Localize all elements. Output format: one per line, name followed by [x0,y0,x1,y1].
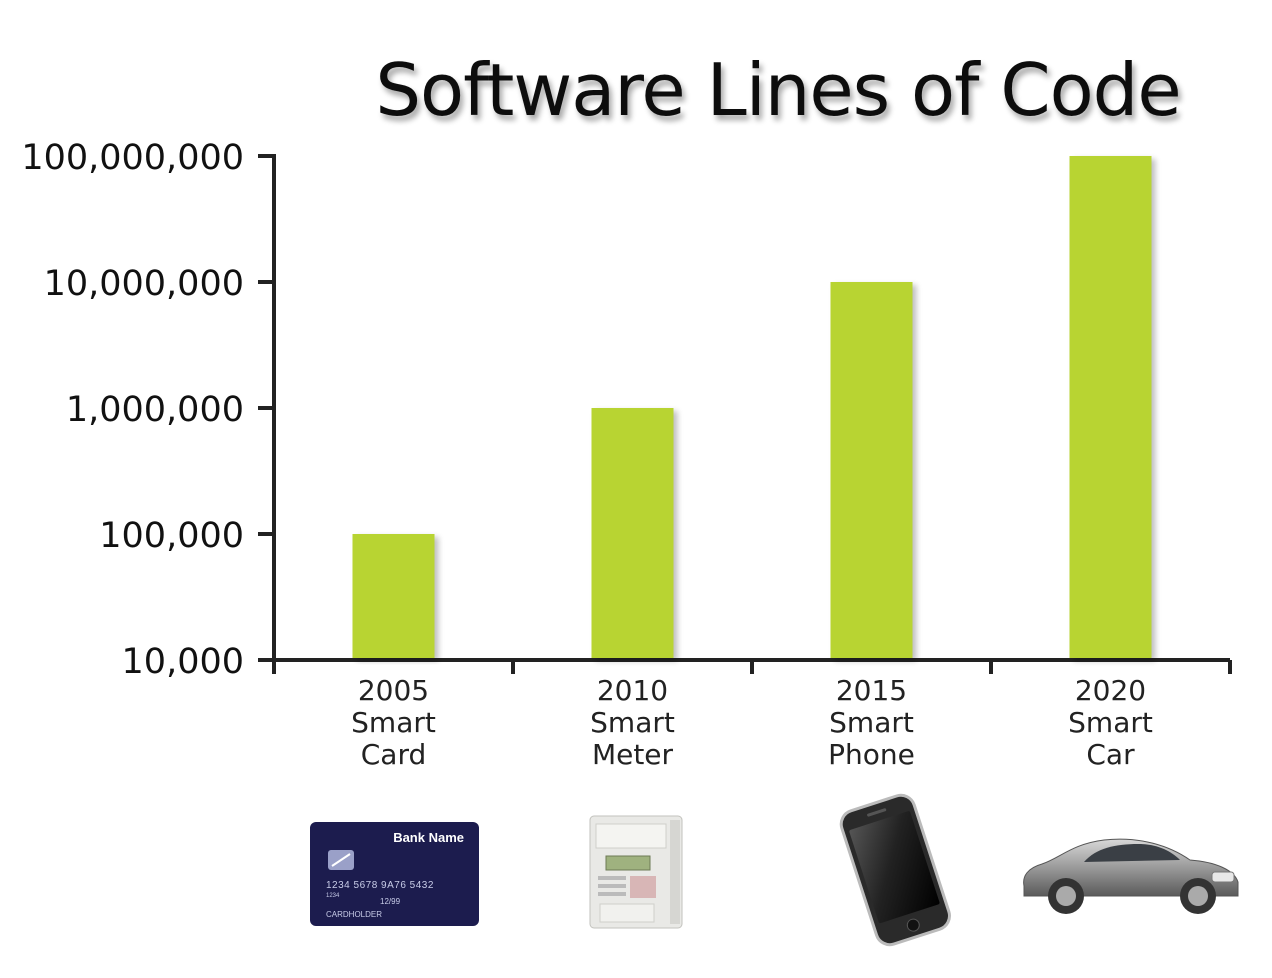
card-number: 1234 5678 9A76 5432 [326,880,434,891]
category-year: 2020 [1075,674,1146,707]
category-year: 2005 [358,674,429,707]
bars [352,156,1152,658]
category-year: 2010 [597,674,668,707]
y-tick-label: 10,000,000 [44,264,244,304]
bar [1069,156,1152,658]
electricity-meter-icon [589,815,683,929]
credit-card-icon: Bank Name 1234 5678 9A76 5432 1234 12/99… [310,822,479,926]
car-icon [1023,838,1239,914]
category-line1: Smart [351,706,436,739]
category-line2: Phone [828,738,915,771]
bar [830,282,913,658]
category-year: 2015 [836,674,907,707]
category-line1: Smart [829,706,914,739]
category-line1: Smart [1068,706,1153,739]
y-tick-label: 1,000,000 [66,390,244,430]
bar [591,408,674,658]
category-labels: 2005SmartCard2010SmartMeter2015SmartPhon… [351,674,1153,771]
y-tick-label: 100,000,000 [21,138,244,178]
category-line2: Meter [592,738,674,771]
category-line1: Smart [590,706,675,739]
chart-title: Software Lines of Code [375,48,1180,132]
y-tick-label: 10,000 [122,642,244,682]
y-axis: 10,000 100,000 1,000,000 10,000,000 100,000,… [21,138,276,682]
category-line2: Card [361,738,427,771]
card-holder: CARDHOLDER [326,910,382,919]
x-axis [272,658,1232,674]
smartphone-icon [839,793,951,947]
bar [352,534,435,658]
y-tick-label: 100,000 [99,516,244,556]
card-small-number: 1234 [326,893,340,899]
card-bank-name: Bank Name [393,830,464,845]
category-line2: Car [1086,738,1135,771]
card-expiry: 12/99 [380,897,401,906]
